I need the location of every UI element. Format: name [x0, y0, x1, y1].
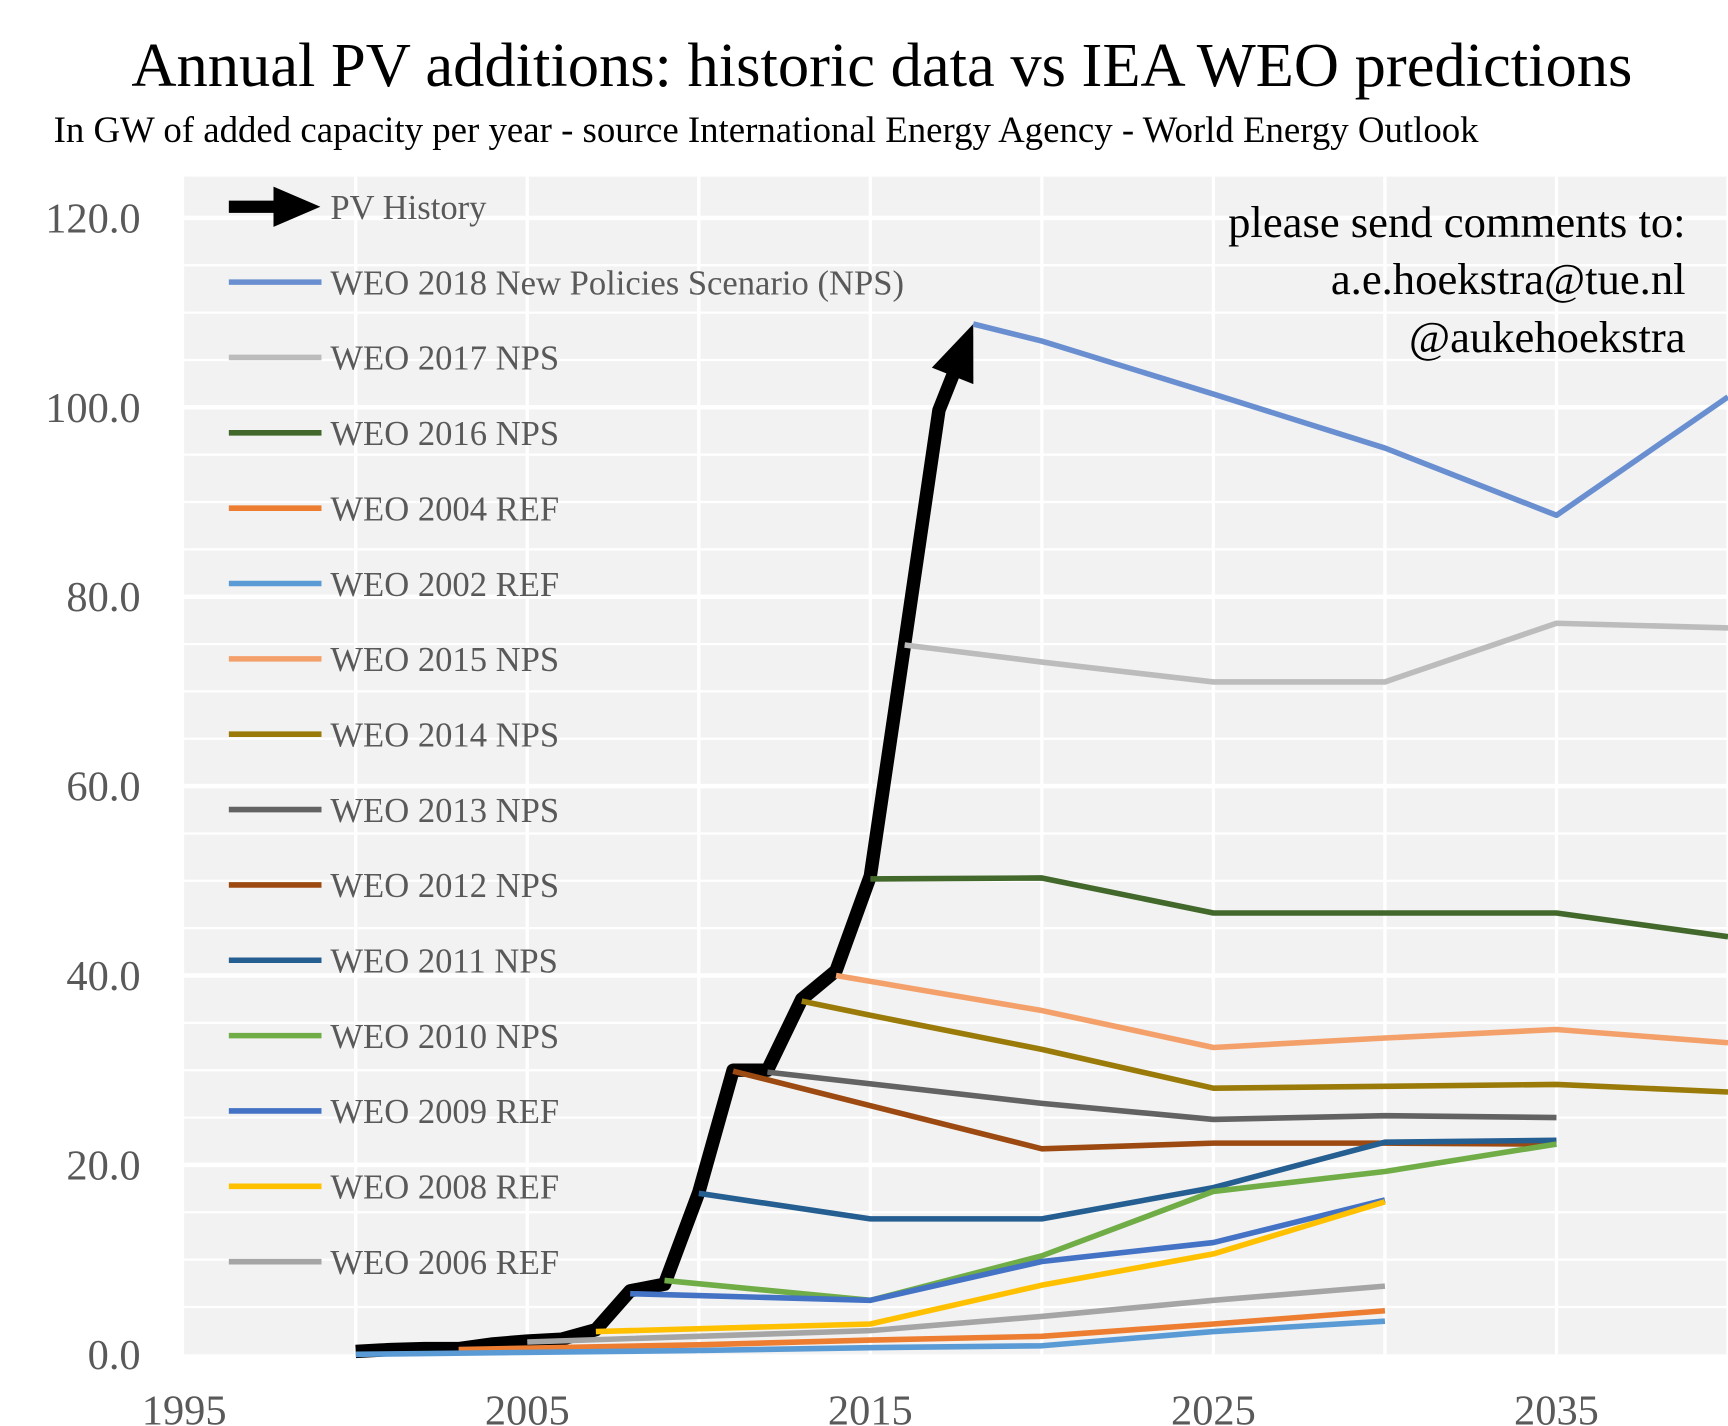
- chart-subtitle: In GW of added capacity per year - sourc…: [54, 109, 1480, 150]
- x-tick-label: 2025: [1171, 1388, 1256, 1426]
- y-tick-label: 40.0: [66, 953, 140, 1000]
- series-line: [355, 1318, 1386, 1358]
- x-axis-ticks: 1995 2005 2015 2025 2035: [142, 1388, 1599, 1426]
- x-tick-label: 1995: [142, 1388, 227, 1426]
- legend-item: WEO 2016 NPS: [228, 415, 559, 453]
- legend-item: WEO 2008 REF: [228, 1169, 559, 1207]
- annotation-line-3: @aukehoekstra: [1409, 312, 1686, 362]
- legend-item: WEO 2014 NPS: [228, 716, 559, 754]
- legend-label: WEO 2009 REF: [330, 1093, 559, 1131]
- series-weo-2013-nps: [767, 1069, 1557, 1123]
- legend-item: WEO 2002 REF: [228, 566, 559, 604]
- legend-item: WEO 2006 REF: [228, 1244, 559, 1282]
- series-lines: [355, 321, 1728, 1359]
- series-weo-2002-ref: [355, 1318, 1386, 1358]
- legend-label: WEO 2015 NPS: [330, 641, 559, 679]
- legend-label: WEO 2012 NPS: [330, 867, 559, 905]
- legend-label: WEO 2008 REF: [330, 1169, 559, 1207]
- x-tick-label: 2005: [485, 1388, 570, 1426]
- y-tick-label: 0.0: [88, 1332, 141, 1379]
- series-line: [904, 620, 1728, 685]
- legend-item: WEO 2010 NPS: [228, 1018, 559, 1056]
- x-tick-label: 2035: [1514, 1388, 1599, 1426]
- series-weo-2016-nps: [870, 875, 1728, 940]
- legend-item: WEO 2009 REF: [228, 1093, 559, 1131]
- x-tick-label: 2015: [828, 1388, 913, 1426]
- annotation-line-2: a.e.hoekstra@tue.nl: [1331, 254, 1686, 304]
- legend-label: WEO 2002 REF: [330, 566, 559, 604]
- series-weo-2018-new-policies-scenario-nps: [972, 321, 1728, 519]
- y-tick-label: 120.0: [45, 195, 140, 242]
- legend-label: WEO 2014 NPS: [330, 716, 559, 754]
- series-line: [972, 321, 1728, 519]
- series-line: [698, 1137, 1557, 1222]
- legend-label: WEO 2018 New Policies Scenario (NPS): [330, 264, 904, 302]
- series-weo-2004-ref: [458, 1307, 1386, 1353]
- legend-label: WEO 2011 NPS: [330, 943, 557, 981]
- legend-item: PV History: [228, 186, 487, 227]
- legend-item: WEO 2015 NPS: [228, 641, 559, 679]
- series-weo-2008-ref: [595, 1199, 1386, 1335]
- y-tick-label: 20.0: [66, 1142, 140, 1189]
- legend-item: WEO 2012 NPS: [228, 867, 559, 905]
- series-weo-2017-nps: [904, 620, 1728, 685]
- series-line: [458, 1307, 1386, 1353]
- y-tick-label: 80.0: [66, 574, 140, 621]
- series-weo-2009-ref: [630, 1197, 1386, 1304]
- legend-label: WEO 2016 NPS: [330, 415, 559, 453]
- series-weo-2011-nps: [698, 1137, 1557, 1222]
- legend-item: WEO 2017 NPS: [228, 340, 559, 378]
- y-tick-label: 100.0: [45, 385, 140, 432]
- legend-label: PV History: [330, 189, 487, 227]
- legend-item: WEO 2013 NPS: [228, 792, 559, 830]
- y-tick-label: 60.0: [66, 764, 140, 811]
- legend-item: WEO 2004 REF: [228, 490, 559, 528]
- series-weo-2006-ref: [527, 1283, 1386, 1345]
- legend-label: WEO 2006 REF: [330, 1244, 559, 1282]
- legend-label: WEO 2004 REF: [330, 490, 559, 528]
- legend-label: WEO 2010 NPS: [330, 1018, 559, 1056]
- legend-label: WEO 2017 NPS: [330, 340, 559, 378]
- series-line: [835, 972, 1728, 1051]
- y-axis-ticks: 0.0 20.0 40.0 60.0 80.0 100.0 120.0: [45, 195, 140, 1378]
- arrowhead: [931, 323, 974, 385]
- legend-label: WEO 2013 NPS: [330, 792, 559, 830]
- legend-arrowhead-icon: [273, 186, 321, 227]
- annotation-line-1: please send comments to:: [1228, 197, 1685, 247]
- legend: PV History WEO 2018 New Policies Scenario…: [228, 186, 904, 1282]
- series-line: [870, 875, 1728, 940]
- chart-title: Annual PV additions: historic data vs IE…: [131, 30, 1632, 100]
- legend-item: WEO 2018 New Policies Scenario (NPS): [228, 264, 904, 302]
- legend-item: WEO 2011 NPS: [228, 943, 558, 981]
